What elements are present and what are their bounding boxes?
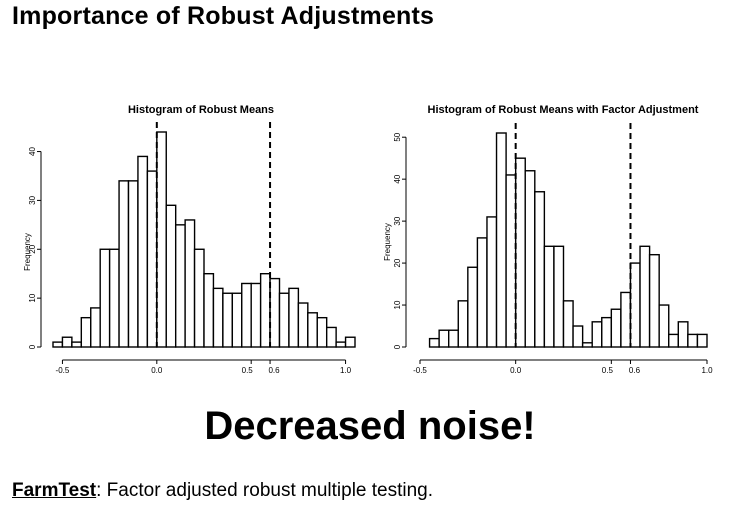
histogram-bar [184, 219, 196, 348]
histogram-bar [165, 204, 177, 348]
histogram-bar [562, 300, 574, 348]
histogram-bar [581, 342, 593, 348]
histogram-bar [591, 321, 603, 348]
y-tick-label: 10 [28, 293, 37, 302]
histogram-bar [241, 282, 252, 348]
x-tick-label: 0.6 [629, 366, 641, 375]
x-tick-label: 0.5 [602, 366, 614, 375]
histogram-bar [193, 248, 205, 348]
histogram-bar [99, 248, 111, 348]
y-tick-label: 30 [28, 195, 37, 204]
x-tick-label: -0.5 [413, 366, 427, 375]
histogram-bar [495, 132, 507, 348]
histogram-bar [127, 180, 139, 348]
histogram-bar [90, 307, 101, 348]
y-tick-label: 10 [393, 300, 402, 309]
y-axis-label: Frequency [23, 233, 32, 271]
x-tick-label: -0.5 [56, 366, 70, 375]
x-tick-label: 0.5 [242, 366, 254, 375]
package-link[interactable]: FarmTest [12, 480, 97, 501]
histograms-figure: Histogram of Robust Means Frequency -0.5… [23, 104, 713, 375]
histogram-bar [648, 253, 660, 348]
y-tick-label: 30 [393, 216, 402, 225]
y-tick-label: 40 [393, 174, 402, 183]
footer-note: FarmTest: Factor adjusted robust multipl… [12, 480, 433, 502]
histogram-bar [212, 287, 224, 348]
histogram-bar [572, 325, 584, 348]
histogram-bar [259, 273, 271, 348]
histogram-bar [467, 266, 479, 348]
histogram-bar [620, 291, 632, 348]
histogram-bar [335, 341, 347, 348]
y-tick-label: 40 [28, 147, 37, 156]
histogram-bar [524, 170, 536, 348]
histogram-bar [543, 245, 555, 348]
chart-title: Histogram of Robust Means with Factor Ad… [428, 104, 699, 116]
histogram-robust-means: Histogram of Robust Means Frequency -0.5… [23, 104, 356, 375]
histogram-bar [137, 155, 149, 348]
histogram-bar [639, 245, 651, 348]
histogram-bar [278, 292, 290, 348]
histogram-bar [601, 316, 613, 348]
x-tick-label: 0.0 [151, 366, 163, 375]
x-tick-label: 1.0 [340, 366, 352, 375]
x-tick-label: 1.0 [701, 366, 713, 375]
histogram-bar [297, 302, 309, 348]
histogram-bar [658, 304, 670, 348]
headline: Decreased noise! [204, 404, 536, 448]
histogram-bar [288, 287, 300, 348]
histogram-bar [307, 312, 318, 348]
histogram-bar [71, 341, 83, 348]
histogram-bar [505, 174, 517, 348]
y-tick-label: 50 [393, 132, 402, 141]
x-tick-label: 0.0 [510, 366, 522, 375]
histogram-bar [118, 180, 130, 348]
y-tick-label: 0 [28, 344, 37, 349]
histogram-bar [325, 326, 337, 348]
histogram-bar [108, 248, 120, 348]
x-tick-label: 0.6 [268, 366, 280, 375]
histogram-bar [146, 170, 158, 348]
chart-title: Histogram of Robust Means [128, 104, 274, 116]
histogram-bar [448, 329, 459, 348]
histogram-bar [156, 131, 167, 348]
histogram-bar [52, 341, 64, 348]
y-tick-label: 0 [393, 344, 402, 349]
histogram-bar [250, 282, 262, 348]
y-tick-label: 20 [28, 244, 37, 253]
package-description: : Factor adjusted robust multiple testin… [96, 480, 434, 501]
y-axis-label: Frequency [383, 223, 392, 261]
histogram-bar [316, 316, 328, 348]
slide-title: Importance of Robust Adjustments [12, 2, 435, 30]
histogram-bar [438, 329, 450, 348]
histogram-bar [629, 262, 641, 348]
y-tick-label: 20 [393, 258, 402, 267]
histogram-bar [80, 316, 92, 348]
histogram-bar [203, 273, 215, 348]
histogram-bar [174, 224, 186, 348]
histogram-bar [457, 300, 469, 348]
histogram-bar [668, 333, 679, 348]
histogram-bar [610, 308, 622, 348]
histogram-bar [514, 157, 526, 348]
histogram-bar [61, 336, 73, 348]
histogram-bar [269, 277, 281, 348]
histogram-bar [553, 245, 565, 348]
histogram-bar [534, 191, 546, 348]
histogram-bar [231, 292, 243, 348]
histogram-bar [428, 337, 440, 348]
histogram-bar [677, 321, 689, 348]
histogram-bar [486, 216, 498, 348]
histogram-bar [687, 333, 699, 348]
histogram-bar [222, 292, 234, 348]
histogram-bar [476, 237, 488, 348]
histogram-bar [696, 333, 708, 348]
histogram-robust-means-factor-adjusted: Histogram of Robust Means with Factor Ad… [383, 104, 713, 375]
histogram-bar [344, 336, 356, 348]
